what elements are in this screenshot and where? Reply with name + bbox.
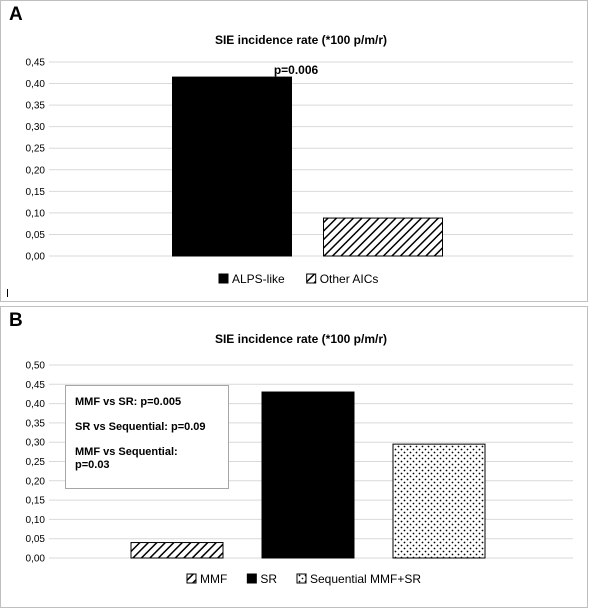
y-tick-label: 0,00 [26,554,46,565]
y-tick-label: 0,45 [26,58,46,69]
bar-alps-like [172,76,292,257]
bar-mmf [130,542,224,559]
panel-a: A SIE incidence rate (*100 p/m/r) 0,00 0,… [0,0,588,302]
p-value-annotation: p=0.006 [274,63,319,77]
y-tick-label: 0,35 [26,101,46,112]
legend-swatch [218,273,229,284]
y-tick-label: 0,05 [26,534,46,545]
y-tick-label: 0,25 [26,457,46,468]
y-tick-label: 0,10 [26,208,46,219]
legend-label: Other AICs [320,272,379,286]
legend-swatch [186,573,197,584]
y-tick-label: 0,00 [26,252,46,263]
legend-swatch [296,573,307,584]
legend-label: SR [260,572,277,586]
bar-sequential-mmf-sr [392,443,486,559]
bar-other-aics [323,217,443,257]
chart-b: SIE incidence rate (*100 p/m/r) 0,00 0,05… [26,332,573,586]
bar-sr [261,391,355,559]
legend-swatch [246,573,257,584]
stat-mmf-vs-sequential: MMF vs Sequential: p=0.03 [75,446,178,471]
y-tick-label: 0,25 [26,144,46,155]
panel-b: B SIE incidence rate (*100 p/m/r) 0,00 0,… [0,306,588,608]
statistics-box: MMF vs SR: p=0.005 SR vs Sequential: p=0… [65,385,229,489]
chart-a: SIE incidence rate (*100 p/m/r) 0,00 0,05… [26,33,573,286]
y-tick-label: 0,45 [26,380,46,391]
y-tick-label: 0,20 [26,165,46,176]
chart-b-title: SIE incidence rate (*100 p/m/r) [215,332,387,346]
legend-label: ALPS-like [232,272,285,286]
y-tick-label: 0,10 [26,515,46,526]
stat-sr-vs-sequential: SR vs Sequential: p=0.09 [75,421,206,433]
panel-divider-mark [7,289,8,297]
chart-a-title: SIE incidence rate (*100 p/m/r) [215,33,387,47]
y-tick-label: 0,30 [26,438,46,449]
y-tick-label: 0,05 [26,230,46,241]
legend-swatch [306,273,317,284]
y-tick-label: 0,40 [26,399,46,410]
panel-b-label: B [9,310,23,331]
y-tick-label: 0,50 [26,361,46,372]
y-tick-label: 0,35 [26,418,46,429]
y-tick-label: 0,15 [26,187,46,198]
y-tick-label: 0,40 [26,79,46,90]
y-tick-label: 0,30 [26,122,46,133]
stat-mmf-vs-sr: MMF vs SR: p=0.005 [75,396,182,408]
panel-a-label: A [9,4,23,25]
y-tick-label: 0,15 [26,496,46,507]
legend-label: Sequential MMF+SR [310,572,421,586]
y-tick-label: 0,20 [26,476,46,487]
legend-label: MMF [200,572,227,586]
